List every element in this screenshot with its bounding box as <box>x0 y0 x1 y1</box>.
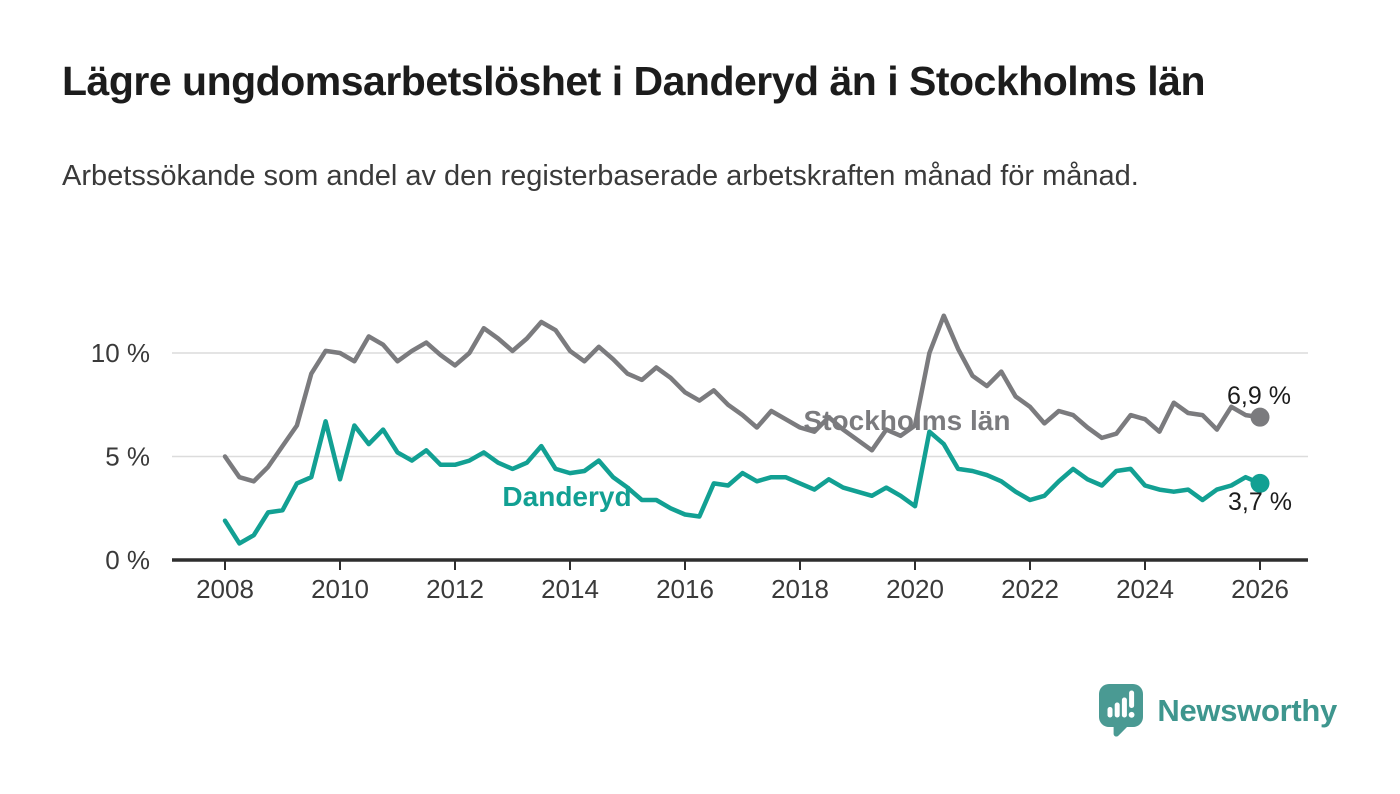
chart-subtitle: Arbetssökande som andel av den registerb… <box>62 160 1139 192</box>
series-label-danderyd: Danderyd <box>502 481 631 512</box>
x-axis-label-2010: 2010 <box>311 574 369 604</box>
y-axis-label-5: 5 % <box>105 442 150 472</box>
series-line-stockholms-l-n <box>222 313 1263 484</box>
y-axis-label-0: 0 % <box>105 545 150 575</box>
x-axis-label-2026: 2026 <box>1231 574 1289 604</box>
x-axis-label-2008: 2008 <box>196 574 254 604</box>
series-label-stockholms-l-n: Stockholms län <box>804 405 1011 436</box>
x-axis-label-2024: 2024 <box>1116 574 1174 604</box>
chart-title: Lägre ungdomsarbetslöshet i Danderyd än … <box>62 58 1206 104</box>
x-axis-label-2018: 2018 <box>771 574 829 604</box>
x-axis-label-2012: 2012 <box>426 574 484 604</box>
brand-name: Newsworthy <box>1157 692 1337 728</box>
x-axis-label-2016: 2016 <box>656 574 714 604</box>
brand-logo: Newsworthy <box>1098 683 1337 738</box>
y-axis-label-10: 10 % <box>91 338 150 368</box>
series-line-danderyd <box>222 419 1263 546</box>
series-end-dot-danderyd <box>1250 473 1270 493</box>
series-end-dot-stockholms-l-n <box>1250 407 1270 427</box>
newsworthy-logo-icon <box>1099 684 1144 737</box>
series-end-value-stockholms-l-n: 6,9 % <box>1227 382 1291 410</box>
x-axis-label-2022: 2022 <box>1001 574 1059 604</box>
x-axis-label-2014: 2014 <box>541 574 599 604</box>
x-axis-label-2020: 2020 <box>886 574 944 604</box>
series-end-value-danderyd: 3,7 % <box>1228 488 1292 516</box>
